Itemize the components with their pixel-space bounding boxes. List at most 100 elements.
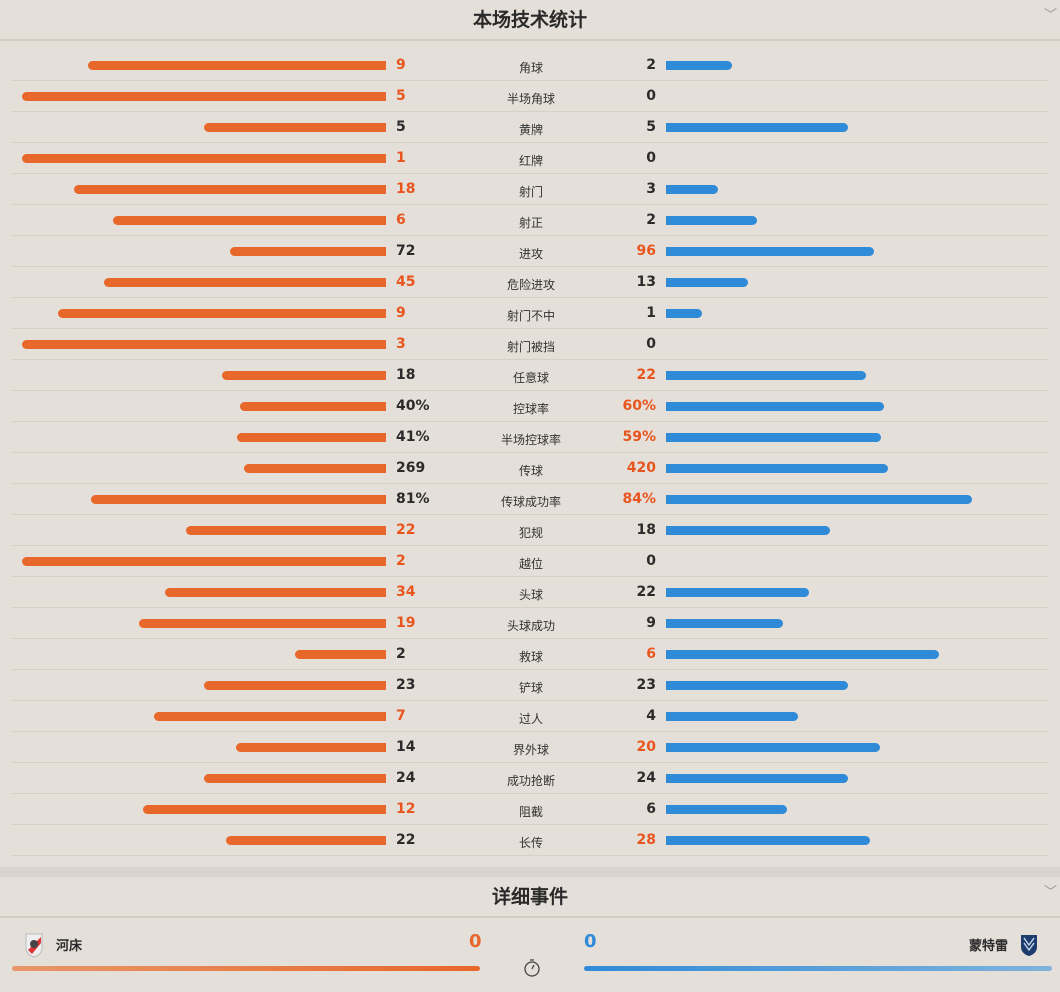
stat-row: 269 传球 420 — [12, 453, 1048, 484]
home-bar — [204, 774, 386, 783]
stat-label: 越位 — [518, 557, 543, 571]
away-bar — [666, 185, 718, 194]
home-bar — [230, 247, 386, 256]
stats-header[interactable]: 本场技术统计 ﹀ — [0, 0, 1060, 41]
stopwatch-icon — [524, 959, 540, 977]
home-bar — [243, 464, 386, 473]
home-value: 22 — [396, 522, 416, 538]
events-header[interactable]: 详细事件 ﹀ — [0, 877, 1060, 918]
home-value: 269 — [396, 460, 426, 476]
home-bar — [236, 743, 386, 752]
stat-label: 射门不中 — [506, 309, 555, 323]
home-bar — [22, 92, 386, 101]
stat-row: 2 越位 0 — [12, 546, 1048, 577]
home-bar — [58, 309, 386, 318]
home-bar — [185, 526, 386, 535]
stat-row: 5 黄牌 5 — [12, 112, 1048, 143]
stats-list: 9 角球 2 5 半场角球 0 5 黄牌 5 1 红牌 0 18 射门 3 6 … — [12, 50, 1048, 856]
stat-label: 射门 — [518, 185, 543, 199]
home-value: 2 — [396, 553, 406, 569]
home-value: 41% — [396, 429, 430, 445]
home-bar — [143, 805, 386, 814]
away-value: 0 — [646, 336, 656, 352]
away-value: 84% — [622, 491, 656, 507]
stat-label: 成功抢断 — [506, 774, 555, 788]
away-bar — [666, 681, 848, 690]
stat-label: 半场角球 — [506, 92, 555, 106]
away-value: 28 — [636, 832, 656, 848]
away-value: 23 — [636, 677, 656, 693]
stat-row: 9 射门不中 1 — [12, 298, 1048, 329]
away-team-name: 蒙特雷 — [968, 939, 1008, 954]
home-bar — [165, 588, 386, 597]
away-value: 4 — [646, 708, 656, 724]
away-bar — [666, 650, 939, 659]
home-bar — [139, 619, 386, 628]
away-score: 0 — [584, 931, 597, 952]
away-bar — [666, 402, 885, 411]
away-event-bar — [584, 966, 1052, 971]
home-bar — [74, 185, 386, 194]
away-value: 0 — [646, 150, 656, 166]
stat-row: 45 危险进攻 13 — [12, 267, 1048, 298]
home-value: 1 — [396, 150, 406, 166]
home-value: 5 — [396, 88, 406, 104]
away-value: 9 — [646, 615, 656, 631]
home-value: 23 — [396, 677, 416, 693]
stat-label: 头球成功 — [506, 619, 555, 633]
away-bar — [666, 247, 874, 256]
home-value: 24 — [396, 770, 416, 786]
stat-label: 头球 — [518, 588, 543, 602]
section-divider — [0, 867, 1060, 877]
away-team-logo — [1021, 935, 1037, 956]
stat-row: 18 射门 3 — [12, 174, 1048, 205]
stat-row: 6 射正 2 — [12, 205, 1048, 236]
away-value: 13 — [636, 274, 656, 290]
home-value: 2 — [396, 646, 406, 662]
stat-label: 传球 — [518, 464, 543, 478]
stat-label: 红牌 — [518, 154, 543, 168]
chevron-down-icon[interactable]: ﹀ — [1044, 8, 1058, 23]
chevron-down-icon[interactable]: ﹀ — [1044, 885, 1058, 900]
away-value: 59% — [622, 429, 656, 445]
stat-row: 1 红牌 0 — [12, 143, 1048, 174]
events-section: 详细事件 ﹀ 河床 0 0 蒙特雷 — [0, 877, 1060, 977]
stat-row: 12 阻截 6 — [12, 794, 1048, 825]
stat-label: 危险进攻 — [506, 278, 555, 292]
away-value: 20 — [636, 739, 656, 755]
stat-row: 23 铲球 23 — [12, 670, 1048, 701]
away-value: 6 — [646, 646, 656, 662]
away-bar — [666, 216, 757, 225]
home-value: 19 — [396, 615, 416, 631]
away-bar — [666, 805, 788, 814]
away-bar — [666, 619, 783, 628]
stat-label: 任意球 — [512, 371, 549, 385]
stat-label: 半场控球率 — [500, 433, 561, 447]
away-bar — [666, 61, 733, 70]
home-value: 45 — [396, 274, 416, 290]
away-value: 18 — [636, 522, 656, 538]
away-bar — [666, 371, 867, 380]
away-bar — [666, 123, 848, 132]
home-value: 9 — [396, 305, 406, 321]
away-value: 2 — [646, 212, 656, 228]
stat-row: 22 犯规 18 — [12, 515, 1048, 546]
home-value: 7 — [396, 708, 406, 724]
stat-row: 40% 控球率 60% — [12, 391, 1048, 422]
stat-row: 9 角球 2 — [12, 50, 1048, 81]
away-value: 0 — [646, 88, 656, 104]
home-bar — [154, 712, 386, 721]
away-value: 96 — [636, 243, 656, 259]
home-bar — [22, 557, 386, 566]
stat-row: 7 过人 4 — [12, 701, 1048, 732]
stat-row: 5 半场角球 0 — [12, 81, 1048, 112]
stat-row: 81% 传球成功率 84% — [12, 484, 1048, 515]
away-value: 22 — [636, 367, 656, 383]
away-value: 24 — [636, 770, 656, 786]
away-value: 1 — [646, 305, 656, 321]
stat-label: 犯规 — [518, 526, 543, 540]
home-bar — [240, 402, 386, 411]
away-bar — [666, 278, 748, 287]
away-bar — [666, 309, 703, 318]
away-value: 60% — [622, 398, 656, 414]
